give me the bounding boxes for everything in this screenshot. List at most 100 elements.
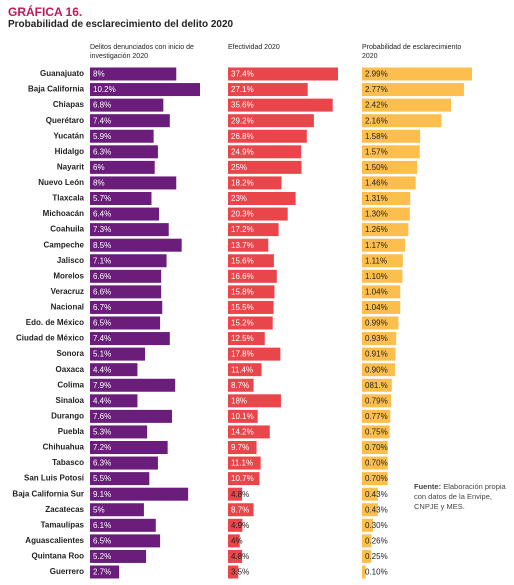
value-label: 6.6% — [93, 272, 111, 281]
value-label: 6.7% — [93, 303, 111, 312]
value-label: 4.8% — [231, 552, 249, 561]
value-label: 1.10% — [365, 272, 388, 281]
value-label: 5.5% — [93, 474, 111, 483]
category-label: Baja California Sur — [12, 489, 84, 498]
bar — [90, 441, 168, 454]
bar — [90, 549, 147, 563]
value-label: 6.4% — [93, 210, 111, 219]
category-label: Oaxaca — [56, 365, 85, 374]
bar — [362, 565, 366, 579]
bar — [228, 238, 269, 252]
category-label: Nayarit — [57, 162, 84, 171]
bar — [362, 378, 392, 392]
bar — [90, 472, 150, 486]
category-label: Durango — [51, 411, 84, 420]
value-label: 0.26% — [365, 536, 388, 545]
category-label: Querétaro — [46, 116, 84, 125]
value-label: 4.9% — [231, 521, 249, 530]
value-label: 0.99% — [365, 319, 388, 328]
value-label: 2.99% — [365, 70, 388, 79]
value-label: 5.7% — [93, 194, 111, 203]
value-label: 35.6% — [231, 101, 254, 110]
value-label: 6.6% — [93, 287, 111, 296]
value-label: 26.8% — [231, 132, 254, 141]
value-label: 8.7% — [231, 381, 249, 390]
category-label: Chiapas — [53, 100, 85, 109]
bar — [228, 269, 277, 283]
bar — [90, 332, 170, 346]
bar — [90, 192, 152, 205]
category-label: Aguascalientes — [25, 536, 84, 545]
bar — [90, 83, 200, 97]
source-text: Elaboración propia con datos de la Envip… — [414, 482, 506, 511]
bar — [90, 207, 160, 221]
value-label: 20.3% — [231, 210, 254, 219]
bar — [362, 207, 410, 221]
bar — [90, 300, 163, 314]
bar — [362, 285, 401, 299]
value-label: 0.91% — [365, 350, 388, 359]
value-label: 1.11% — [365, 256, 387, 265]
bar — [362, 223, 409, 237]
bar — [90, 503, 144, 517]
category-label: Nuevo León — [38, 178, 84, 187]
bar — [362, 254, 403, 268]
category-label: Veracruz — [51, 287, 84, 296]
bar — [90, 347, 145, 361]
bar — [90, 518, 156, 532]
value-label: 5.1% — [93, 350, 111, 359]
value-label: 5.2% — [93, 552, 111, 561]
bar — [90, 285, 162, 299]
category-label: Baja California — [28, 85, 85, 94]
value-label: 2.42% — [365, 101, 388, 110]
value-label: 11.1% — [231, 459, 253, 468]
value-label: 1.26% — [365, 225, 388, 234]
chart-subtitle: Probabilidad de esclarecimiento del deli… — [8, 19, 234, 30]
value-label: 17.8% — [231, 350, 254, 359]
bar — [90, 409, 172, 423]
value-label: 8% — [93, 179, 105, 188]
value-label: 7.2% — [93, 443, 111, 452]
value-label: 2.77% — [365, 85, 388, 94]
bar — [228, 425, 270, 439]
bar — [362, 67, 472, 81]
bar — [362, 160, 418, 174]
bar — [362, 114, 442, 128]
value-label: 0.30% — [365, 521, 388, 530]
value-label: 6.1% — [93, 521, 111, 530]
bar — [362, 487, 378, 501]
category-label: Colima — [57, 380, 84, 389]
value-label: 18.2% — [231, 179, 254, 188]
value-label: 11.4% — [231, 365, 253, 374]
bar — [228, 534, 240, 548]
bar — [228, 285, 275, 299]
value-label: 1.31% — [365, 194, 388, 203]
category-label: Campeche — [44, 240, 85, 249]
bar — [228, 565, 239, 579]
value-label: 10.7% — [231, 474, 254, 483]
value-label: 24.9% — [231, 147, 254, 156]
value-label: 2.16% — [365, 116, 388, 125]
category-label: Guerrero — [50, 567, 84, 576]
bar — [362, 347, 396, 361]
value-label: 1.58% — [365, 132, 388, 141]
value-label: 4.4% — [93, 365, 111, 374]
bar — [228, 67, 338, 81]
category-label: Zacatecas — [45, 505, 84, 514]
value-label: 1.30% — [365, 210, 388, 219]
value-label: 8.7% — [231, 505, 249, 514]
bar — [228, 98, 333, 112]
value-label: 27.1% — [231, 85, 254, 94]
value-label: 7.6% — [93, 412, 111, 421]
value-label: 0.77% — [365, 412, 388, 421]
bar — [362, 363, 396, 377]
value-label: 1.17% — [365, 241, 388, 250]
bar — [90, 363, 138, 377]
category-label: Hidalgo — [55, 147, 84, 156]
value-label: 7.4% — [93, 116, 111, 125]
value-label: 15.6% — [231, 256, 254, 265]
bar — [90, 316, 161, 330]
value-label: 16.6% — [231, 272, 254, 281]
bar — [362, 300, 401, 314]
bar — [90, 425, 148, 439]
